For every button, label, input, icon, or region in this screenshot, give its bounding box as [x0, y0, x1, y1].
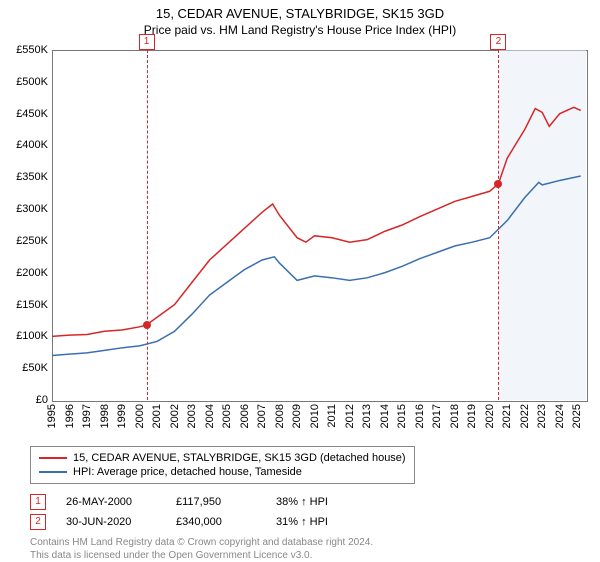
xtick-label: 2002 — [169, 404, 181, 428]
xtick-label: 1996 — [64, 404, 76, 428]
ytick-label: £550K — [2, 44, 48, 56]
footer-line-2: This data is licensed under the Open Gov… — [30, 549, 373, 562]
ytick-label: £50K — [2, 362, 48, 374]
ytick-label: £500K — [2, 76, 48, 88]
chart-lines — [52, 50, 586, 400]
legend-label-hpi: HPI: Average price, detached house, Tame… — [73, 466, 302, 478]
chart-title: 15, CEDAR AVENUE, STALYBRIDGE, SK15 3GD — [0, 0, 600, 21]
ytick-label: £450K — [2, 108, 48, 120]
xtick-label: 2007 — [256, 404, 268, 428]
ytick-label: £400K — [2, 139, 48, 151]
xtick-label: 2019 — [466, 404, 478, 428]
xtick-label: 2003 — [186, 404, 198, 428]
xtick-label: 2011 — [326, 404, 338, 428]
xtick-label: 2008 — [274, 404, 286, 428]
sale-marker-2: 2 — [30, 514, 46, 530]
xtick-label: 1998 — [99, 404, 111, 428]
xtick-label: 1997 — [81, 404, 93, 428]
xtick-label: 2020 — [484, 404, 496, 428]
xtick-label: 2015 — [396, 404, 408, 428]
xtick-label: 2006 — [239, 404, 251, 428]
sale-date-2: 30-JUN-2020 — [66, 516, 156, 528]
legend-item-hpi: HPI: Average price, detached house, Tame… — [39, 465, 406, 479]
legend-label-price-paid: 15, CEDAR AVENUE, STALYBRIDGE, SK15 3GD … — [73, 452, 406, 464]
legend-item-price-paid: 15, CEDAR AVENUE, STALYBRIDGE, SK15 3GD … — [39, 451, 406, 465]
ytick-label: £100K — [2, 330, 48, 342]
xtick-label: 2012 — [344, 404, 356, 428]
xtick-label: 2005 — [221, 404, 233, 428]
legend: 15, CEDAR AVENUE, STALYBRIDGE, SK15 3GD … — [30, 446, 415, 484]
xtick-label: 2004 — [204, 404, 216, 428]
ytick-label: £350K — [2, 171, 48, 183]
xtick-label: 2014 — [379, 404, 391, 428]
sale-dot-1 — [143, 321, 151, 329]
chart-container: 15, CEDAR AVENUE, STALYBRIDGE, SK15 3GD … — [0, 0, 600, 560]
xtick-label: 1995 — [46, 404, 58, 428]
marker-box-1: 1 — [139, 34, 155, 50]
xtick-label: 2023 — [536, 404, 548, 428]
legend-swatch-hpi — [39, 471, 67, 473]
sale-row-1: 1 26-MAY-2000 £117,950 38% ↑ HPI — [30, 494, 328, 510]
xtick-label: 2021 — [501, 404, 513, 428]
ytick-label: £150K — [2, 299, 48, 311]
xtick-label: 2010 — [309, 404, 321, 428]
xtick-label: 1999 — [116, 404, 128, 428]
sale-marker-1: 1 — [30, 494, 46, 510]
ytick-label: £200K — [2, 267, 48, 279]
sale-delta-2: 31% ↑ HPI — [276, 516, 328, 528]
ytick-label: £0 — [2, 394, 48, 406]
legend-swatch-price-paid — [39, 457, 67, 459]
footer: Contains HM Land Registry data © Crown c… — [30, 536, 373, 562]
ytick-label: £300K — [2, 203, 48, 215]
sale-date-1: 26-MAY-2000 — [66, 496, 156, 508]
xtick-label: 2016 — [414, 404, 426, 428]
sale-delta-1: 38% ↑ HPI — [276, 496, 328, 508]
ytick-label: £250K — [2, 235, 48, 247]
sale-row-2: 2 30-JUN-2020 £340,000 31% ↑ HPI — [30, 514, 328, 530]
xtick-label: 2001 — [151, 404, 163, 428]
xtick-label: 2013 — [361, 404, 373, 428]
xtick-label: 2000 — [134, 404, 146, 428]
chart-subtitle: Price paid vs. HM Land Registry's House … — [0, 21, 600, 37]
marker-box-2: 2 — [490, 34, 506, 50]
xtick-label: 2009 — [291, 404, 303, 428]
xtick-label: 2018 — [449, 404, 461, 428]
sale-price-2: £340,000 — [176, 516, 256, 528]
xtick-label: 2025 — [571, 404, 583, 428]
xtick-label: 2017 — [431, 404, 443, 428]
footer-line-1: Contains HM Land Registry data © Crown c… — [30, 536, 373, 549]
xtick-label: 2022 — [519, 404, 531, 428]
sale-price-1: £117,950 — [176, 496, 256, 508]
sale-dot-2 — [494, 180, 502, 188]
xtick-label: 2024 — [554, 404, 566, 428]
